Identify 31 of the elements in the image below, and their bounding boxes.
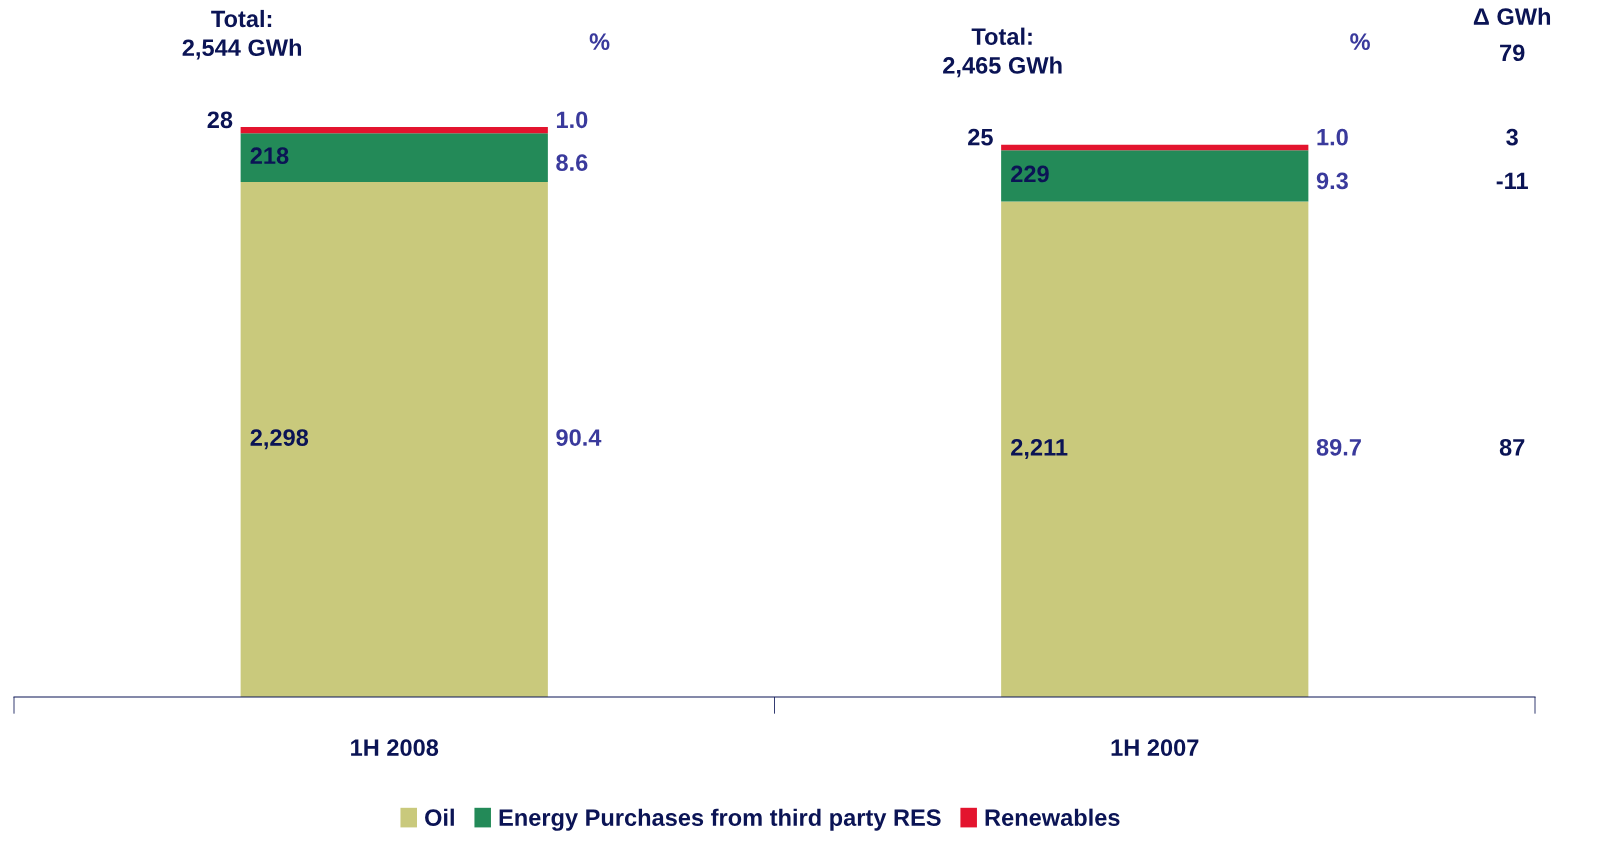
annotation: 87 (1499, 438, 1525, 456)
text: 79 (1500, 44, 1525, 62)
total-label: Total: 2,544 GWh (182, 9, 302, 60)
bar (1001, 201, 1309, 697)
bar (240, 127, 548, 134)
annotation: 3 (1506, 128, 1518, 146)
x-tick-label: 1H 2007 (1111, 739, 1199, 757)
annotation: 89.7 (1316, 438, 1361, 456)
data-label: 218 (250, 147, 289, 165)
legend-label: Oil (425, 808, 454, 826)
annotation: 9.3 (1316, 172, 1348, 190)
bar (240, 182, 548, 697)
annotation: 1.0 (556, 111, 588, 129)
total-label: Total: 2,465 GWh (943, 27, 1062, 78)
bar (1001, 150, 1309, 202)
data-label: 25 (968, 128, 993, 146)
data-label: 2,298 (250, 429, 309, 450)
legend-label: Energy Purchases from third party RES (499, 808, 941, 831)
data-label: 28 (207, 111, 233, 129)
annotation: 1.0 (1317, 128, 1348, 146)
bar (240, 133, 548, 183)
annotation: -11 (1496, 172, 1528, 190)
text: % (1350, 33, 1370, 50)
data-label: 229 (1011, 165, 1049, 183)
text: Δ GWh (1473, 7, 1551, 25)
text: % (589, 33, 610, 50)
data-label: 2,211 (1011, 438, 1068, 460)
x-tick-label: 1H 2008 (351, 739, 439, 757)
annotation: 8.6 (556, 154, 588, 171)
legend-label: Renewables (985, 808, 1120, 826)
annotation: 90.4 (556, 429, 602, 446)
